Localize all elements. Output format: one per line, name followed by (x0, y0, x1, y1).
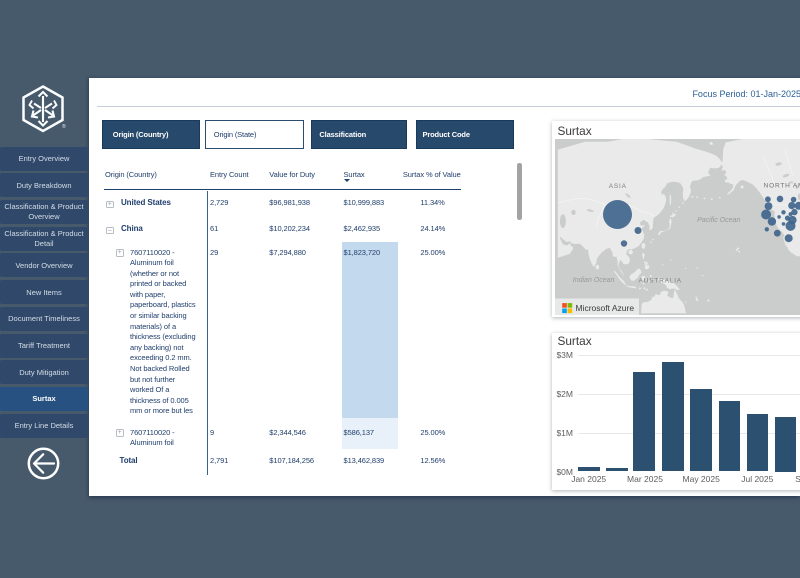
svg-text:ASIA: ASIA (609, 183, 627, 190)
svg-text:®: ® (62, 123, 66, 130)
svg-text:Indian Ocean: Indian Ocean (573, 277, 615, 284)
svg-text:Microsoft Azure: Microsoft Azure (576, 303, 635, 313)
svg-text:AUSTRALIA: AUSTRALIA (639, 278, 682, 285)
svg-text:NORTH AMERICA: NORTH AMERICA (764, 182, 800, 189)
svg-text:Pacific Ocean: Pacific Ocean (697, 217, 740, 224)
